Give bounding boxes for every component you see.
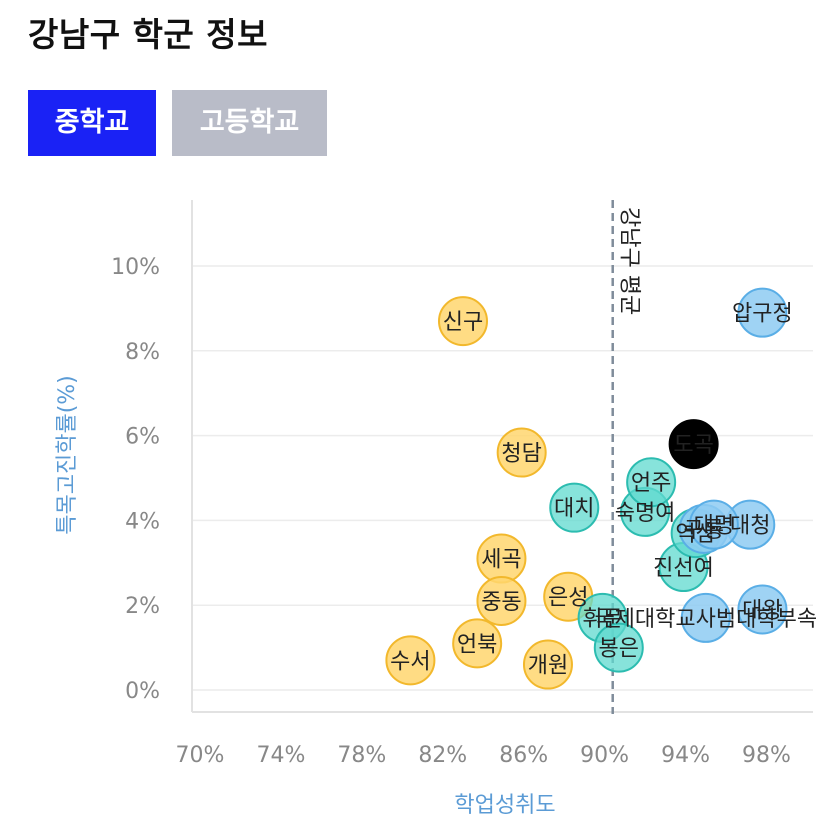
data-point-label: 휘문 (582, 607, 622, 632)
reference-line-label: 강남구 평균 (617, 207, 642, 315)
data-point-label: 역삼 (675, 522, 715, 547)
y-axis-label: 특목고진학률(%) (55, 375, 80, 535)
data-point-label: 중동 (481, 590, 521, 615)
tab-middle-school[interactable]: 중학교 (28, 90, 156, 156)
x-tick-label: 98% (742, 743, 791, 768)
data-point-label: 도곡 (673, 433, 713, 458)
data-point (496, 427, 547, 478)
data-point (452, 618, 503, 669)
data-point-label: 숙명여 (615, 501, 676, 526)
y-tick-label: 6% (125, 425, 160, 450)
data-point (476, 575, 527, 626)
y-tick-label: 2% (125, 594, 160, 619)
x-tick-label: 94% (661, 743, 710, 768)
y-tick-label: 8% (125, 340, 160, 365)
data-point-label: 대왕 (742, 598, 782, 623)
x-tick-label: 82% (418, 743, 467, 768)
data-point-label: 대청 (730, 514, 770, 539)
data-point-label: 은성 (548, 586, 588, 611)
data-point-label: 언주 (631, 471, 671, 496)
data-point-label: 개원 (528, 654, 568, 679)
data-point-label: 대명 (694, 514, 734, 539)
data-point (522, 639, 573, 690)
data-point-label: 진선여 (653, 556, 714, 581)
data-point (737, 584, 788, 635)
data-point (680, 592, 731, 643)
data-point-label: 봉은 (599, 637, 639, 662)
data-point-label: 압구정 (732, 302, 793, 327)
tab-high-school[interactable]: 고등학교 (172, 90, 327, 156)
x-axis-label: 학업성취도 (454, 793, 555, 818)
data-point-label: 수서 (390, 649, 430, 674)
data-point-label: 국제대학교사범대학부속 (594, 607, 817, 632)
data-point (688, 499, 739, 550)
data-point-label: 신구 (443, 310, 483, 335)
x-tick-label: 70% (176, 743, 225, 768)
data-point-label: 언북 (457, 632, 497, 657)
data-point (438, 296, 489, 347)
x-tick-label: 90% (580, 743, 629, 768)
x-tick-label: 86% (499, 743, 548, 768)
data-point (737, 287, 788, 338)
data-point (593, 622, 644, 673)
data-point (668, 419, 719, 470)
data-point (626, 457, 677, 508)
data-point-label: 구룡 (684, 518, 724, 543)
page-title: 강남구 학군 정보 (28, 15, 268, 54)
data-point-label: 세곡 (481, 548, 521, 573)
y-tick-label: 4% (125, 509, 160, 534)
y-tick-label: 10% (111, 255, 160, 280)
x-tick-label: 78% (337, 743, 386, 768)
data-point (549, 482, 600, 533)
points-layer (385, 287, 788, 690)
axis-layer: 0% 2% 4% 6% 8% 10% 70% 74% 78% 82% 86% 90% 94% 98% (111, 200, 813, 768)
data-point (385, 635, 436, 686)
data-point-label: 청담 (501, 442, 541, 467)
x-tick-label: 74% (256, 743, 305, 768)
reference-line-layer: 강남구 평균 (611, 200, 642, 714)
y-tick-label: 0% (125, 679, 160, 704)
data-point-label: 대치 (554, 497, 594, 522)
